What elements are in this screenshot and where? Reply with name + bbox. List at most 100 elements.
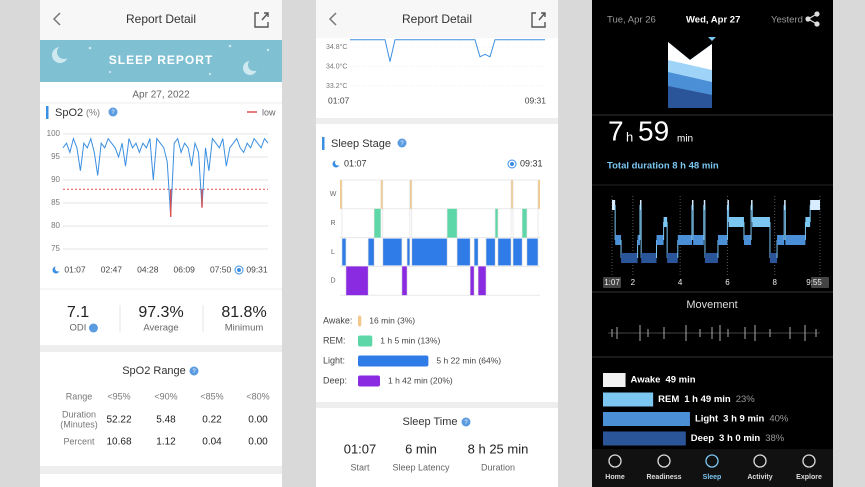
start-time: 01:07 [344,158,367,168]
stage-segment [769,253,778,263]
svg-text:?: ? [111,110,115,116]
stage-segment [380,180,383,209]
stage-bar [603,431,686,446]
x-tick-label: 04:28 [137,264,159,274]
stage-duration: 3 h 9 min [723,414,764,425]
date-tab[interactable]: Tue, Apr 26 [607,15,656,26]
stage-segment [382,238,402,266]
stage-bar [603,373,626,387]
stage-segment [457,238,471,266]
banner-title: SLEEP REPORT [109,53,213,67]
stage-segment [656,235,664,245]
nav-item[interactable] [657,454,671,468]
info-icon[interactable]: ? [108,107,118,117]
stage-segment [495,208,498,238]
y-tick-label: 100 [47,129,61,138]
legend-bar [358,355,429,367]
stage-title: Sleep Stage [331,138,391,150]
legend-value: 1 h 42 min (20%) [388,375,453,385]
time-label: Sleep Latency [392,462,450,472]
stat-label: Minimum [225,323,264,334]
spo2-line [62,136,269,217]
share-button[interactable] [531,12,546,28]
time-value: 01:07 [344,441,377,456]
stage-bar [603,392,654,407]
y-tick-label: 90 [51,175,60,184]
nav-icon [753,454,767,468]
nav-label: Activity [747,474,772,481]
banner-decoration [52,44,270,76]
temperature-line [350,39,545,62]
stat-label: Average [143,323,178,334]
sun-icon [507,159,517,169]
tick-box [603,277,621,288]
table-cell: 0.04 [202,437,222,448]
stage-percent: 23% [736,394,756,405]
section-marker [322,137,325,150]
time-label: Duration [481,462,515,472]
total-hours: 7 [608,115,624,146]
nav-icon [657,454,671,468]
stage-segment [497,238,512,266]
stage-segment [704,253,718,263]
movement-title: Movement [686,299,737,311]
stage-bar [603,412,690,426]
middle-header [316,0,558,38]
legend-bar [358,335,373,347]
stage-segment [677,235,692,245]
section-gap [316,118,558,124]
nav-item[interactable] [802,454,816,468]
info-icon[interactable]: ? [189,366,199,376]
info-circle [88,323,98,333]
nav-label: Explore [796,474,822,481]
header-title: Report Detail [126,12,196,26]
info-icon[interactable]: ? [397,138,407,148]
stage-label: L [331,249,335,256]
stage-segment [621,253,638,263]
total-hours-unit: h [626,129,633,144]
stage-segment [470,266,475,296]
stat-value: 7.1 [67,304,89,321]
nav-item[interactable] [608,454,622,468]
nav-item[interactable] [753,454,767,468]
legend-name: Awake: [323,315,352,325]
x-tick-label: 06:09 [174,264,196,274]
stage-segment [407,238,410,266]
stage-segment [374,208,381,238]
stage-segment [667,253,678,263]
info-icon[interactable] [88,323,98,333]
y-tick-label: 33.2°C [326,82,347,90]
info-icon[interactable]: ? [461,417,471,427]
total-minutes-unit: min [677,134,693,145]
stage-segment [411,238,448,266]
share-button[interactable] [254,12,269,28]
legend-name: REM: [323,335,346,345]
back-button[interactable] [52,12,61,26]
share-button[interactable] [805,11,820,27]
date-tab[interactable]: Wed, Apr 27 [686,15,740,26]
y-tick-label: 34.0°C [326,62,347,70]
stage-segment [486,238,496,266]
table-cell: 10.68 [106,437,131,448]
stage-name: REM [658,394,679,405]
legend-label: low [262,107,276,117]
moon-icon [52,265,61,274]
nav-icon [705,454,719,468]
x-tick-label: 4 [678,278,683,287]
section-marker [46,106,49,119]
trend-graphic [668,42,712,108]
table-cell: 1.12 [156,437,176,448]
stage-segment [728,217,744,227]
nav-item[interactable] [705,454,719,468]
end-time: 09:31 [520,158,543,168]
back-button[interactable] [328,12,337,26]
stage-label: R [330,220,335,227]
stage-segment [368,238,375,266]
total-minutes: 59 [638,115,669,146]
stage-percent: 38% [765,433,785,444]
x-tick-label: 6 [725,278,730,287]
time-value: 8 h 25 min [468,441,529,456]
nav-label: Readiness [646,474,681,481]
date-tab[interactable]: Yesterd [771,15,803,26]
